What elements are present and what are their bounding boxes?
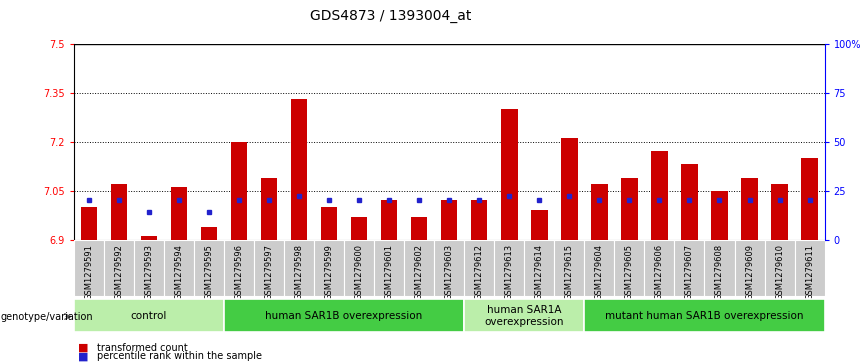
Text: GSM1279605: GSM1279605 — [625, 244, 634, 300]
Bar — [291, 99, 307, 240]
Bar — [351, 217, 367, 240]
Bar — [464, 240, 494, 296]
Text: GSM1279597: GSM1279597 — [265, 244, 273, 300]
Text: human SAR1B overexpression: human SAR1B overexpression — [266, 311, 423, 321]
Text: GSM1279607: GSM1279607 — [685, 244, 694, 300]
Text: GSM1279592: GSM1279592 — [115, 244, 123, 300]
Bar — [561, 138, 577, 240]
Bar — [441, 200, 457, 240]
Bar — [254, 240, 284, 296]
Bar — [464, 299, 584, 332]
Bar — [374, 240, 404, 296]
Bar — [772, 184, 788, 240]
Text: GSM1279613: GSM1279613 — [505, 244, 514, 300]
Bar — [381, 200, 398, 240]
Bar — [110, 184, 127, 240]
Text: GSM1279593: GSM1279593 — [144, 244, 154, 300]
Text: GSM1279612: GSM1279612 — [475, 244, 483, 300]
Bar — [531, 210, 548, 240]
Text: GSM1279611: GSM1279611 — [806, 244, 814, 300]
Text: GSM1279594: GSM1279594 — [174, 244, 183, 300]
Bar — [794, 240, 825, 296]
Text: transformed count: transformed count — [97, 343, 188, 353]
Text: GSM1279599: GSM1279599 — [325, 244, 333, 300]
Text: GSM1279615: GSM1279615 — [565, 244, 574, 300]
Bar — [621, 178, 638, 240]
Bar — [555, 240, 584, 296]
Bar — [231, 142, 247, 240]
Text: GSM1279601: GSM1279601 — [385, 244, 393, 300]
Text: GSM1279609: GSM1279609 — [745, 244, 754, 300]
Bar — [344, 240, 374, 296]
Bar — [681, 164, 698, 240]
Bar — [411, 217, 427, 240]
Bar — [801, 158, 818, 240]
Text: GSM1279598: GSM1279598 — [294, 244, 304, 300]
Bar — [224, 299, 464, 332]
Bar — [711, 191, 727, 240]
Bar — [201, 227, 217, 240]
Bar — [501, 109, 517, 240]
Bar — [224, 240, 254, 296]
Bar — [584, 240, 615, 296]
Bar — [321, 207, 338, 240]
Bar — [434, 240, 464, 296]
Text: GSM1279602: GSM1279602 — [415, 244, 424, 300]
Text: GSM1279596: GSM1279596 — [234, 244, 243, 300]
Text: human SAR1A
overexpression: human SAR1A overexpression — [484, 305, 564, 327]
Text: ■: ■ — [78, 351, 89, 362]
Text: GSM1279603: GSM1279603 — [444, 244, 454, 300]
Text: GSM1279610: GSM1279610 — [775, 244, 784, 300]
Bar — [494, 240, 524, 296]
Text: GDS4873 / 1393004_at: GDS4873 / 1393004_at — [310, 9, 471, 23]
Bar — [651, 151, 667, 240]
Bar — [260, 178, 277, 240]
Text: control: control — [131, 311, 167, 321]
Text: GSM1279614: GSM1279614 — [535, 244, 543, 300]
Bar — [734, 240, 765, 296]
Text: GSM1279600: GSM1279600 — [355, 244, 364, 300]
Text: ■: ■ — [78, 343, 89, 353]
Text: GSM1279608: GSM1279608 — [715, 244, 724, 300]
Bar — [141, 236, 157, 240]
Text: GSM1279604: GSM1279604 — [595, 244, 604, 300]
Text: GSM1279591: GSM1279591 — [84, 244, 93, 300]
Bar — [644, 240, 674, 296]
Bar — [314, 240, 344, 296]
Bar — [765, 240, 794, 296]
Bar — [104, 240, 134, 296]
Text: GSM1279606: GSM1279606 — [655, 244, 664, 300]
Bar — [524, 240, 555, 296]
Bar — [404, 240, 434, 296]
Bar — [471, 200, 488, 240]
Text: genotype/variation: genotype/variation — [1, 311, 94, 322]
Bar — [674, 240, 705, 296]
Bar — [741, 178, 758, 240]
Bar — [74, 299, 224, 332]
Bar — [81, 207, 97, 240]
Bar — [284, 240, 314, 296]
Bar — [171, 187, 187, 240]
Bar — [591, 184, 608, 240]
Bar — [194, 240, 224, 296]
Text: GSM1279595: GSM1279595 — [205, 244, 214, 300]
Text: percentile rank within the sample: percentile rank within the sample — [97, 351, 262, 362]
Bar — [164, 240, 194, 296]
Bar — [705, 240, 734, 296]
Bar — [134, 240, 164, 296]
Bar — [584, 299, 825, 332]
Bar — [74, 240, 104, 296]
Bar — [615, 240, 644, 296]
Text: mutant human SAR1B overexpression: mutant human SAR1B overexpression — [605, 311, 804, 321]
